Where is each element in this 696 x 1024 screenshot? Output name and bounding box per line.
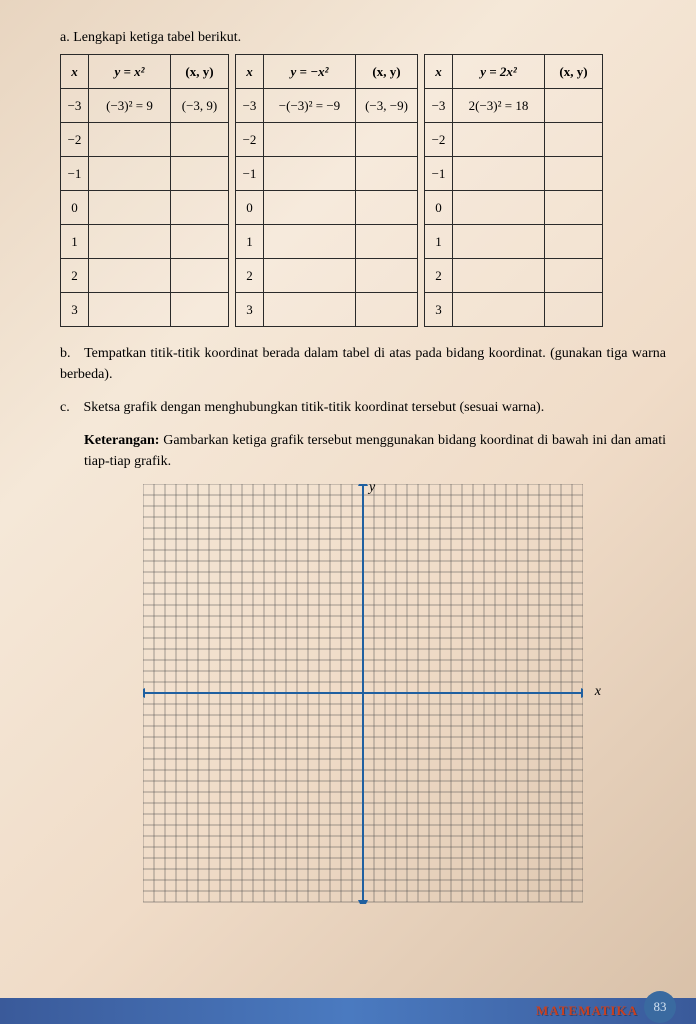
t1-header-xy: (x, y) [171, 55, 229, 89]
t1-header-x: x [61, 55, 89, 89]
table-2: x y = −x² (x, y) −3−(−3)² = −9(−3, −9) −… [235, 54, 418, 327]
question-c-text: Sketsa grafik dengan menghubungkan titik… [84, 400, 545, 415]
t3-header-eq: y = 2x² [453, 55, 545, 89]
page-number: 83 [654, 999, 667, 1015]
table-row: 3 [61, 293, 229, 327]
keterangan-label: Keterangan: [84, 433, 159, 448]
table-row: 3 [236, 293, 418, 327]
table-row: 1 [61, 225, 229, 259]
t3-header-x: x [425, 55, 453, 89]
question-b-label: b. [60, 343, 80, 364]
question-b-text: Tempatkan titik-titik koordinat berada d… [60, 346, 666, 382]
table-row: 1 [236, 225, 418, 259]
axis-x-label: x [595, 684, 601, 700]
question-b: b. Tempatkan titik-titik koordinat berad… [60, 343, 666, 385]
table-row: −2 [236, 123, 418, 157]
table-row: −2 [425, 123, 603, 157]
table-3: x y = 2x² (x, y) −32(−3)² = 18 −2 −1 0 1… [424, 54, 603, 327]
t2-header-x: x [236, 55, 264, 89]
table-row: 2 [61, 259, 229, 293]
question-c-label: c. [60, 397, 80, 418]
table-row: −2 [61, 123, 229, 157]
table-row: 0 [425, 191, 603, 225]
table-row: 3 [425, 293, 603, 327]
coordinate-grid-container: y x [60, 484, 666, 904]
table-row: 2 [425, 259, 603, 293]
table-row: 1 [425, 225, 603, 259]
table-row: −3−(−3)² = −9(−3, −9) [236, 89, 418, 123]
table-row: −1 [236, 157, 418, 191]
page-number-circle: 83 [644, 991, 676, 1023]
t1-header-eq: y = x² [89, 55, 171, 89]
keterangan-text: Gambarkan ketiga grafik tersebut menggun… [84, 433, 666, 469]
question-a-label: a. Lengkapi ketiga tabel berikut. [60, 30, 666, 46]
table-row: 0 [61, 191, 229, 225]
table-row: −1 [61, 157, 229, 191]
table-row: 0 [236, 191, 418, 225]
table-1: x y = x² (x, y) −3(−3)² = 9(−3, 9) −2 −1… [60, 54, 229, 327]
question-c: c. Sketsa grafik dengan menghubungkan ti… [60, 397, 666, 418]
table-row: −3(−3)² = 9(−3, 9) [61, 89, 229, 123]
coordinate-grid [143, 484, 583, 904]
table-row: −32(−3)² = 18 [425, 89, 603, 123]
axis-y-label: y [369, 480, 375, 496]
page-footer: MATEMATIKA 83 [0, 998, 696, 1024]
footer-title: MATEMATIKA [536, 1003, 638, 1019]
t2-header-xy: (x, y) [356, 55, 418, 89]
t3-header-xy: (x, y) [545, 55, 603, 89]
table-row: −1 [425, 157, 603, 191]
tables-container: x y = x² (x, y) −3(−3)² = 9(−3, 9) −2 −1… [60, 54, 666, 327]
keterangan: Keterangan: Gambarkan ketiga grafik ters… [84, 430, 666, 472]
table-row: 2 [236, 259, 418, 293]
t2-header-eq: y = −x² [264, 55, 356, 89]
